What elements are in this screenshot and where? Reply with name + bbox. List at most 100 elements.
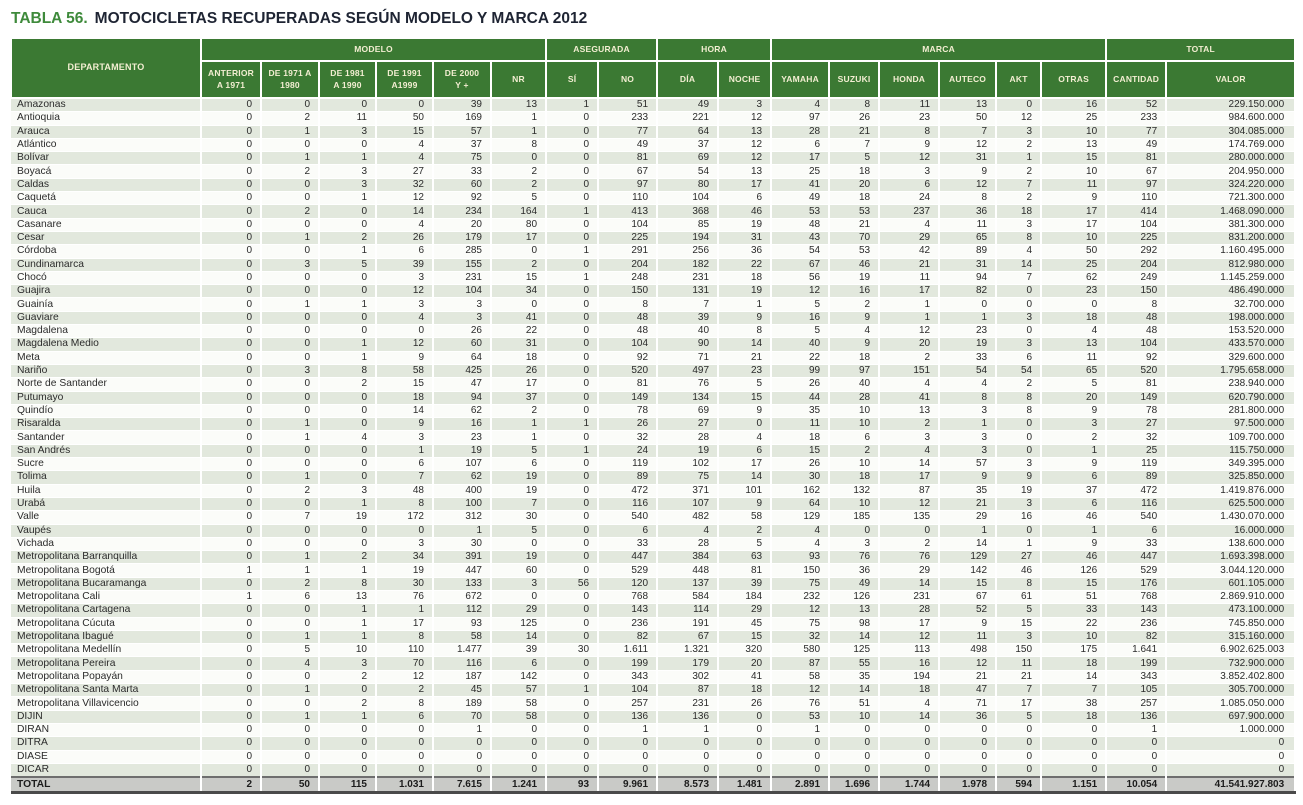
cell-cantidad: 78 <box>1106 404 1168 419</box>
cell-auteco: 142 <box>939 563 998 578</box>
cell-departamento: Cauca <box>11 204 202 219</box>
cell-otras: 23 <box>1041 284 1108 299</box>
cell-asegurada-no: 0 <box>598 763 659 778</box>
cell-akt: 15 <box>996 617 1043 631</box>
cell-noche: 63 <box>718 550 773 565</box>
cell-asegurada-no: 81 <box>598 151 659 166</box>
cell-departamento: Putumayo <box>11 391 202 405</box>
cell-yamaha: 18 <box>771 430 831 445</box>
cell-de-1981-a-1990: 0 <box>319 204 377 219</box>
cell-anterior-a-1971: 0 <box>201 550 262 565</box>
cell-de-1991-a-1999: 0 <box>376 750 434 764</box>
cell-dia: 231 <box>657 271 720 286</box>
cell-suzuki: 55 <box>829 656 881 671</box>
cell-yamaha: 93 <box>771 550 831 565</box>
cell-de-1971-a-1980: 0 <box>261 98 320 113</box>
cell-asegurada-si: 0 <box>546 750 600 764</box>
cell-valor: 620.790.000 <box>1166 391 1297 405</box>
cell-dia: 80 <box>657 178 720 193</box>
cell-asegurada-no: 6 <box>598 524 659 538</box>
cell-honda: 12 <box>879 151 941 166</box>
cell-otras: 46 <box>1041 510 1108 525</box>
cell-asegurada-si: 93 <box>546 776 600 795</box>
cell-departamento: Cundinamarca <box>11 258 202 272</box>
cell-nr: 5 <box>491 191 548 206</box>
cell-de-1971-a-1980: 0 <box>261 763 320 778</box>
cell-dia: 136 <box>657 710 720 724</box>
cell-asegurada-si: 1 <box>546 204 600 219</box>
column-header-de-1991-a-1999: DE 1991 A1999 <box>375 60 434 99</box>
cell-nr: 41 <box>491 311 548 326</box>
cell-akt: 0 <box>996 430 1043 445</box>
cell-valor: 381.300.000 <box>1166 218 1297 232</box>
cell-de-1981-a-1990: 0 <box>319 391 377 405</box>
cell-valor: 3.852.402.800 <box>1166 670 1297 685</box>
table-row: Chocó 0 0 0 3 231 15 1 248 231 18 56 19 11 94 7 62 249 1.1… <box>11 271 1297 286</box>
cell-anterior-a-1971: 0 <box>201 151 262 166</box>
cell-asegurada-no: 116 <box>598 497 659 512</box>
cell-noche: 81 <box>718 563 773 578</box>
cell-departamento: Risaralda <box>11 417 202 432</box>
cell-anterior-a-1971: 0 <box>201 351 262 365</box>
cell-honda: 23 <box>879 111 941 126</box>
cell-suzuki: 1.696 <box>829 776 881 795</box>
cell-akt: 1 <box>996 151 1043 166</box>
cell-yamaha: 5 <box>771 324 831 339</box>
cell-nr: 2 <box>491 164 548 179</box>
cell-nr: 142 <box>491 670 548 685</box>
cell-de-2000-y-mas: 312 <box>433 510 492 525</box>
cell-anterior-a-1971: 0 <box>201 696 262 711</box>
cell-valor: 1.468.090.000 <box>1166 204 1297 219</box>
column-header-akt: AKT <box>995 60 1043 99</box>
cell-akt: 150 <box>996 643 1043 658</box>
cell-suzuki: 10 <box>829 404 881 419</box>
cell-honda: 8 <box>879 125 941 139</box>
cell-cantidad: 48 <box>1106 324 1168 339</box>
cell-cantidad: 67 <box>1106 164 1168 179</box>
cell-de-1971-a-1980: 0 <box>261 271 320 286</box>
cell-suzuki: 8 <box>829 98 881 113</box>
cell-departamento: Metropolitana Bucaramanga <box>11 577 202 591</box>
cell-honda: 14 <box>879 710 941 724</box>
cell-yamaha: 25 <box>771 164 831 179</box>
cell-dia: 448 <box>657 563 720 578</box>
cell-dia: 85 <box>657 218 720 232</box>
cell-de-1981-a-1990: 1 <box>319 617 377 631</box>
cell-de-1991-a-1999: 12 <box>376 670 434 685</box>
cell-de-1981-a-1990: 2 <box>319 550 377 565</box>
cell-noche: 15 <box>718 630 773 645</box>
cell-auteco: 0 <box>939 736 998 751</box>
cell-auteco: 89 <box>939 244 998 259</box>
cell-de-1991-a-1999: 1 <box>376 444 434 459</box>
cell-cantidad: 6 <box>1106 524 1168 538</box>
cell-departamento: Norte de Santander <box>11 377 202 392</box>
cell-de-1971-a-1980: 0 <box>261 377 320 392</box>
cell-cantidad: 768 <box>1106 590 1168 605</box>
cell-valor: 32.700.000 <box>1166 297 1297 312</box>
cell-de-1981-a-1990: 1 <box>319 151 377 166</box>
cell-akt: 8 <box>996 577 1043 591</box>
cell-valor: 97.500.000 <box>1166 417 1297 432</box>
cell-suzuki: 76 <box>829 550 881 565</box>
cell-suzuki: 7 <box>829 138 881 153</box>
cell-auteco: 71 <box>939 696 998 711</box>
cell-akt: 2 <box>996 164 1043 179</box>
cell-noche: 0 <box>718 750 773 764</box>
cell-suzuki: 49 <box>829 577 881 591</box>
cell-noche: 20 <box>718 656 773 671</box>
cell-de-1981-a-1990: 11 <box>319 111 377 126</box>
cell-valor: 1.000.000 <box>1166 723 1297 738</box>
table-row: Metropolitana Pereira 0 4 3 70 116 6 0 199 179 20 8… <box>11 656 1297 671</box>
cell-de-2000-y-mas: 425 <box>433 364 492 379</box>
cell-dia: 37 <box>657 138 720 153</box>
cell-honda: 24 <box>879 191 941 206</box>
cell-de-1981-a-1990: 0 <box>319 723 377 738</box>
cell-de-2000-y-mas: 92 <box>433 191 492 206</box>
cell-de-1981-a-1990: 1 <box>319 191 377 206</box>
cell-dia: 1.321 <box>657 643 720 658</box>
cell-otras: 62 <box>1041 271 1108 286</box>
cell-valor: 831.200.000 <box>1166 231 1297 246</box>
cell-noche: 19 <box>718 284 773 299</box>
cell-akt: 8 <box>996 404 1043 419</box>
cell-auteco: 13 <box>939 98 998 113</box>
